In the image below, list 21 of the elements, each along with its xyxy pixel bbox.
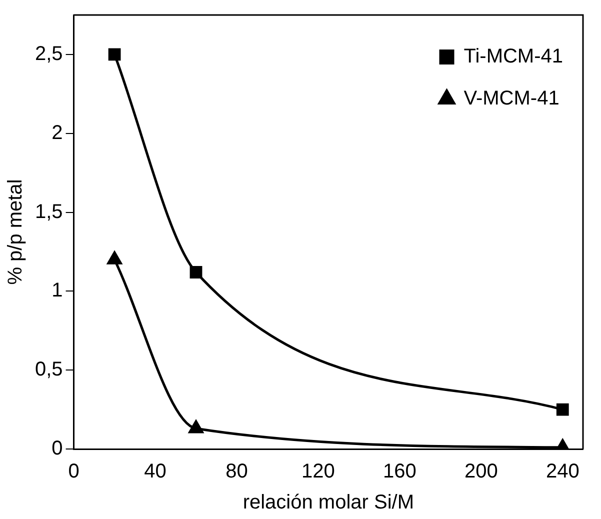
y-tick-label: 2,5 bbox=[34, 42, 63, 65]
y-tick-label: 1,5 bbox=[34, 200, 63, 223]
x-tick-label: 40 bbox=[144, 460, 166, 483]
point bbox=[188, 420, 204, 434]
y-tick-label: 0 bbox=[52, 438, 63, 460]
x-tick-label: 160 bbox=[383, 460, 416, 483]
x-tick-label: 80 bbox=[226, 460, 248, 483]
legend-label: Ti-MCM-41 bbox=[464, 46, 563, 68]
x-tick-label: 240 bbox=[546, 460, 580, 483]
x-tick-label: 120 bbox=[302, 460, 335, 483]
x-axis-title: relación molar Si/M bbox=[242, 492, 414, 514]
x-tick-label: 0 bbox=[68, 460, 80, 483]
x-tick-label: 200 bbox=[464, 460, 498, 483]
point bbox=[108, 48, 121, 61]
point bbox=[190, 266, 202, 278]
y-tick-label: 1 bbox=[52, 280, 63, 302]
legend-label: V-MCM-41 bbox=[464, 88, 560, 110]
point bbox=[107, 251, 122, 264]
y-tick-label: 0,5 bbox=[34, 358, 63, 381]
y-tick-label: 2 bbox=[52, 122, 63, 144]
y-axis-title: % p/p metal bbox=[4, 179, 27, 285]
